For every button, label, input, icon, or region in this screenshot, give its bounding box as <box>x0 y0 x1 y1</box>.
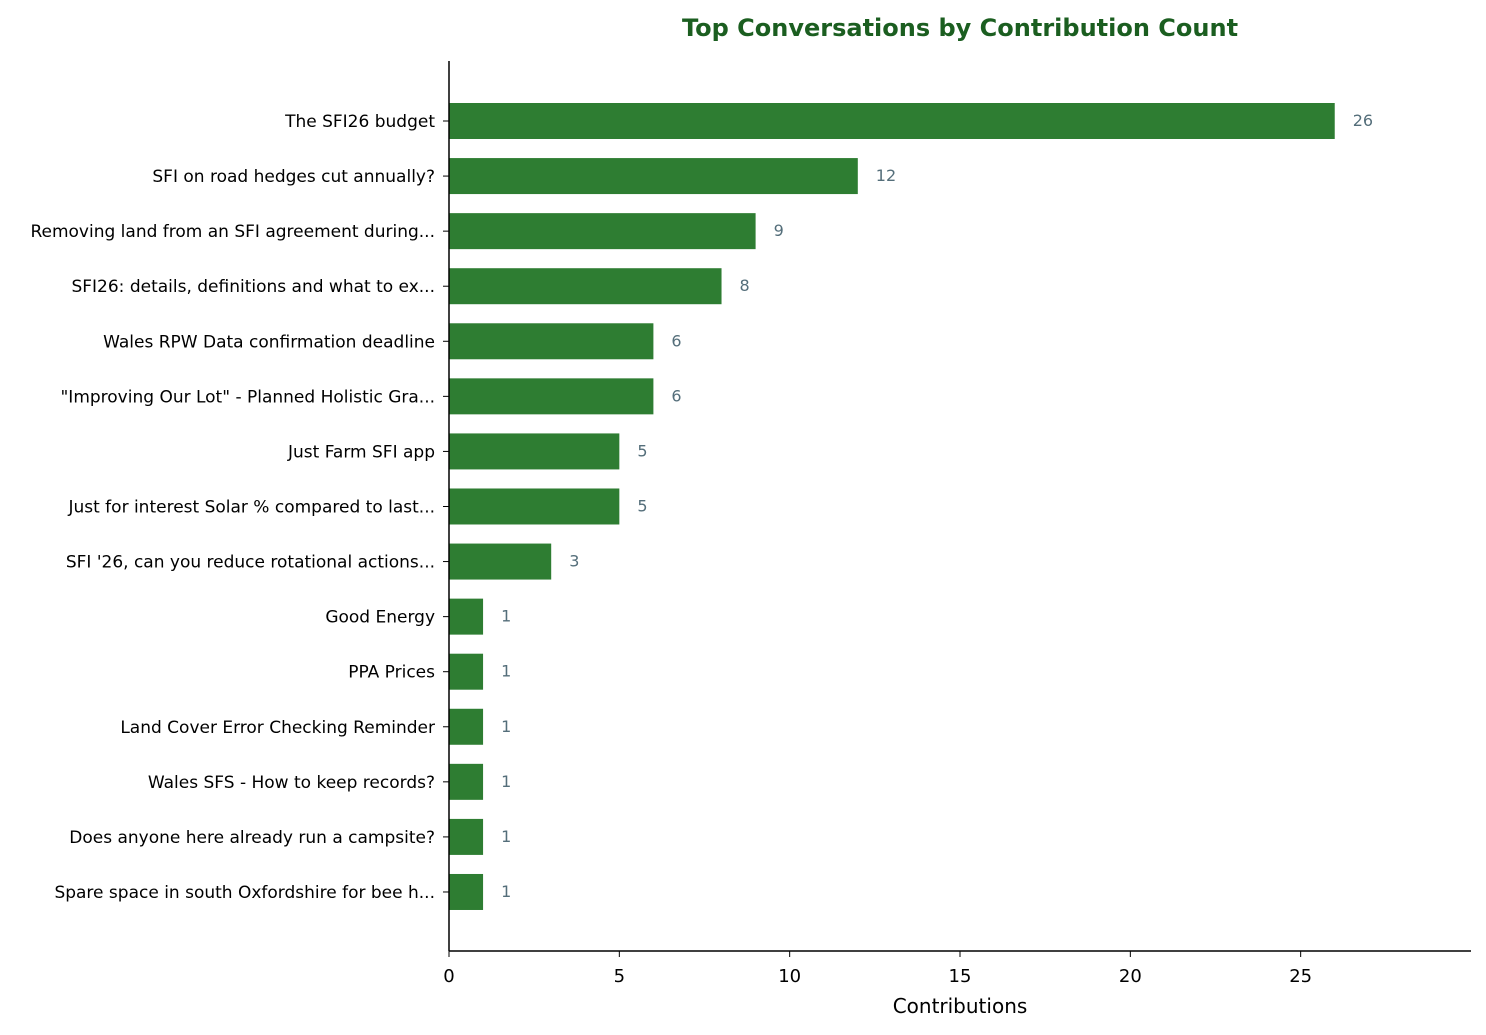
bar <box>449 708 484 745</box>
category-label: Wales SFS - How to keep records? <box>148 773 435 793</box>
x-axis: 0 5 10 15 20 25 <box>443 950 1471 987</box>
value-label: 8 <box>740 276 750 295</box>
bar <box>449 653 484 690</box>
bar <box>449 158 858 195</box>
category-label: PPA Prices <box>348 663 435 683</box>
bar <box>449 213 756 250</box>
bar <box>449 818 484 855</box>
bar <box>449 543 552 580</box>
x-tick-label: 0 <box>443 966 454 987</box>
category-label: Spare space in south Oxfordshire for bee… <box>54 883 435 903</box>
value-label: 1 <box>501 827 511 846</box>
x-axis-title: Contributions <box>893 994 1028 1018</box>
x-tick-label: 25 <box>1289 966 1312 987</box>
value-label: 26 <box>1353 111 1373 130</box>
category-label: SFI on road hedges cut annually? <box>152 167 435 187</box>
bar <box>449 378 654 415</box>
category-label: The SFI26 budget <box>284 112 435 132</box>
bar <box>449 103 1335 139</box>
category-label: Just Farm SFI app <box>287 442 435 462</box>
bar <box>449 433 620 470</box>
value-label: 6 <box>671 386 681 405</box>
y-axis <box>443 61 450 951</box>
value-label: 9 <box>774 221 784 240</box>
value-label: 1 <box>501 717 511 736</box>
value-label: 12 <box>876 166 896 185</box>
value-label: 1 <box>501 772 511 791</box>
value-label: 3 <box>569 552 579 571</box>
bar <box>449 873 484 910</box>
value-label: 1 <box>501 662 511 681</box>
category-label: Good Energy <box>325 608 435 628</box>
value-labels: 26 12 9 8 6 6 5 5 3 1 1 1 1 1 1 <box>501 111 1373 901</box>
chart-title: Top Conversations by Contribution Count <box>682 14 1238 42</box>
bar <box>449 763 484 800</box>
category-label: Does anyone here already run a campsite? <box>69 828 435 848</box>
x-tick-label: 5 <box>614 966 625 987</box>
value-label: 6 <box>671 331 681 350</box>
bar <box>449 488 620 525</box>
x-tick-label: 20 <box>1119 966 1142 987</box>
bars-layer <box>449 103 1335 910</box>
category-label: Just for interest Solar % compared to la… <box>67 497 435 517</box>
category-label: SFI26: details, definitions and what to … <box>71 277 435 297</box>
category-labels: The SFI26 budget SFI on road hedges cut a… <box>30 112 435 903</box>
x-tick-label: 10 <box>778 966 801 987</box>
value-label: 1 <box>501 607 511 626</box>
category-label: "Improving Our Lot" - Planned Holistic G… <box>60 387 435 407</box>
bar <box>449 598 484 635</box>
value-label: 5 <box>637 441 647 460</box>
value-label: 1 <box>501 882 511 901</box>
category-label: Land Cover Error Checking Reminder <box>120 718 435 738</box>
category-label: Wales RPW Data confirmation deadline <box>103 332 435 352</box>
category-label: SFI '26, can you reduce rotational actio… <box>66 553 435 573</box>
value-label: 5 <box>637 496 647 515</box>
bar <box>449 268 722 305</box>
x-tick-label: 15 <box>949 966 972 987</box>
bar <box>449 323 654 360</box>
category-label: Removing land from an SFI agreement duri… <box>30 222 435 242</box>
